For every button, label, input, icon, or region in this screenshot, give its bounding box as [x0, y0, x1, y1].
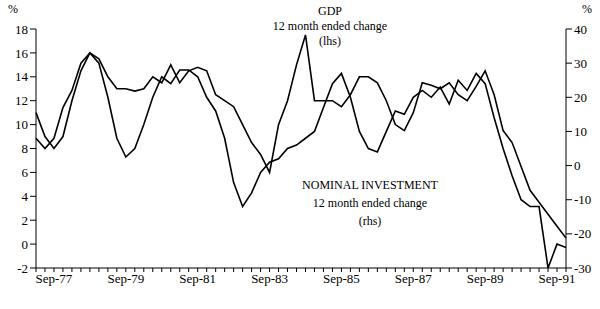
svg-text:4: 4	[22, 189, 29, 204]
svg-text:Sep-89: Sep-89	[467, 271, 504, 286]
svg-text:Sep-81: Sep-81	[179, 271, 216, 286]
svg-text:0: 0	[22, 237, 29, 252]
html-text:(rhs): (rhs)	[358, 214, 382, 228]
svg-text:16: 16	[15, 46, 29, 61]
html-text:GDP: GDP	[318, 4, 342, 18]
svg-text:18: 18	[15, 22, 28, 37]
svg-text:-10: -10	[574, 192, 591, 207]
html-text:(lhs): (lhs)	[319, 34, 341, 48]
svg-text:40: 40	[574, 22, 587, 37]
svg-text:Sep-79: Sep-79	[107, 271, 144, 286]
svg-text:12: 12	[15, 93, 28, 108]
svg-text:14: 14	[15, 69, 29, 84]
svg-text:-30: -30	[574, 261, 591, 276]
svg-text:30: 30	[574, 56, 587, 71]
html-text:NOMINAL INVESTMENT: NOMINAL INVESTMENT	[302, 178, 438, 192]
svg-text:Sep-87: Sep-87	[395, 271, 432, 286]
svg-text:0: 0	[574, 158, 581, 173]
svg-text:Sep-85: Sep-85	[323, 271, 360, 286]
svg-text:8: 8	[22, 141, 29, 156]
svg-text:10: 10	[574, 124, 587, 139]
svg-text:Sep-91: Sep-91	[539, 271, 576, 286]
svg-text:6: 6	[22, 165, 29, 180]
svg-text:Sep-77: Sep-77	[36, 271, 73, 286]
svg-text:-20: -20	[574, 226, 591, 241]
svg-text:Sep-83: Sep-83	[251, 271, 288, 286]
html-text:12 month ended change: 12 month ended change	[312, 196, 428, 210]
svg-text:10: 10	[15, 117, 28, 132]
svg-text:-2: -2	[17, 261, 28, 276]
html-text:12 month ended change: 12 month ended change	[272, 19, 388, 33]
svg-text:2: 2	[22, 213, 29, 228]
svg-text:20: 20	[574, 90, 587, 105]
